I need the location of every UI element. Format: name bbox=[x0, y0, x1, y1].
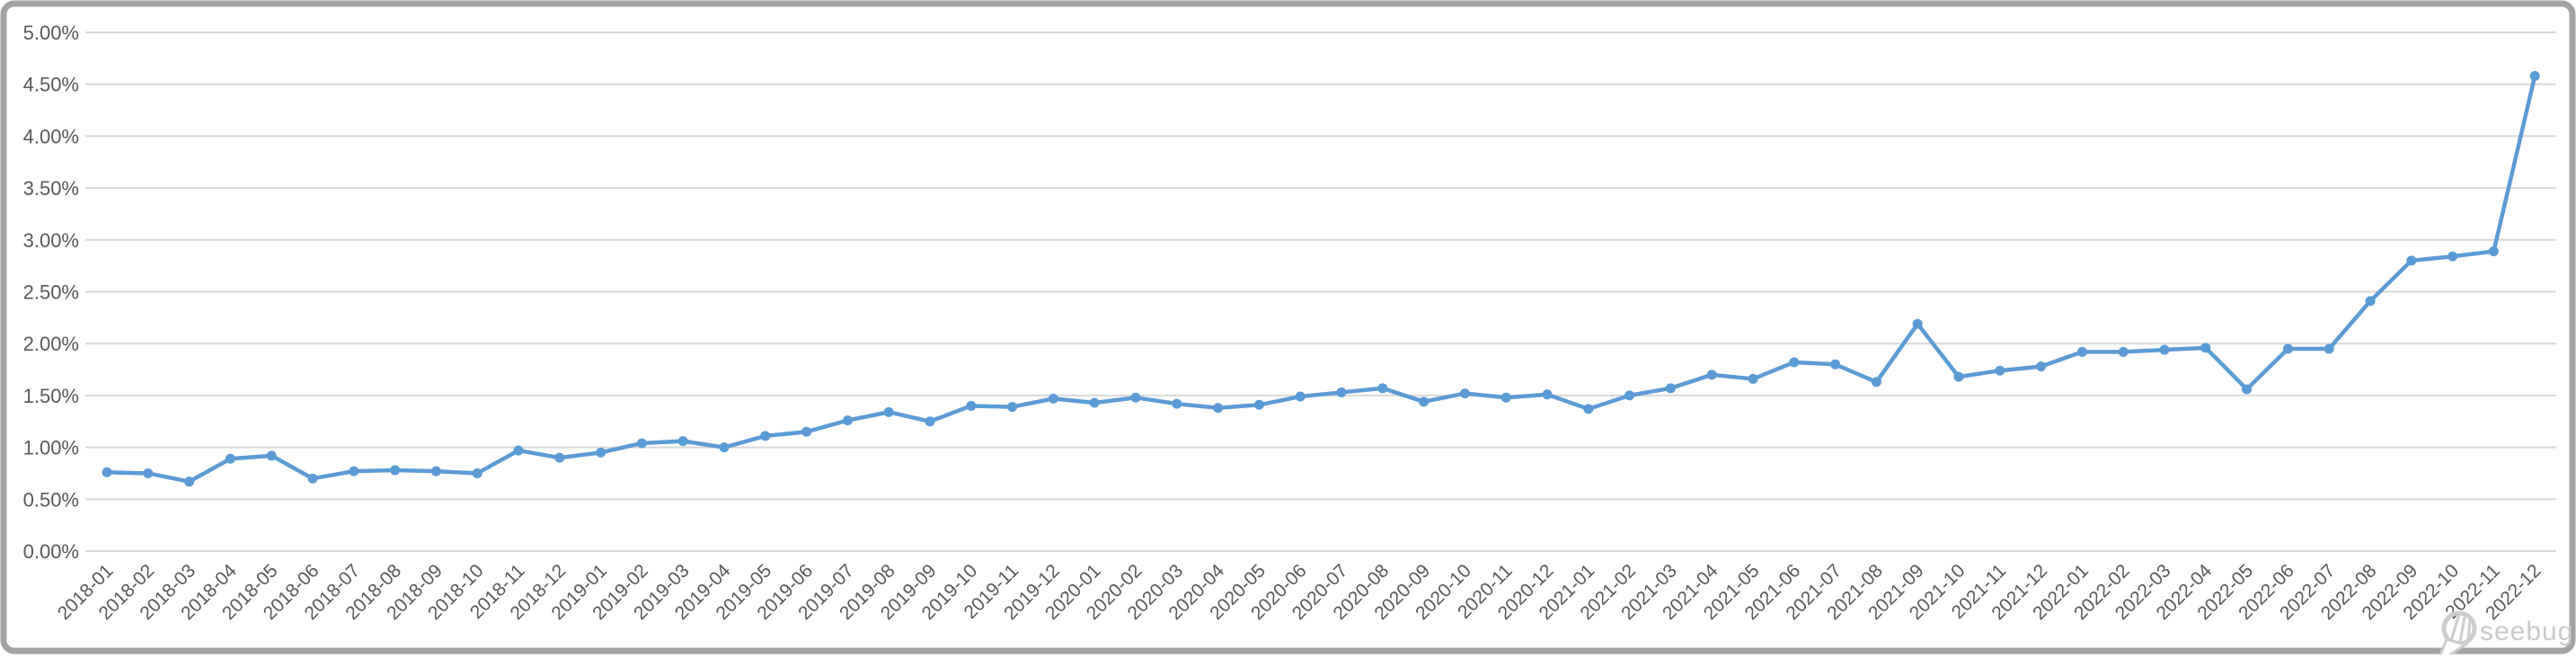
seebug-watermark: seebug bbox=[2437, 610, 2573, 659]
data-point bbox=[1172, 398, 1182, 409]
data-point bbox=[2406, 255, 2417, 266]
data-point bbox=[225, 453, 235, 464]
y-axis-labels: 0.00% 0.50% 1.00% 1.50% 2.00% 2.50% 3.00% 3.50%… bbox=[23, 22, 79, 563]
data-point bbox=[596, 447, 606, 458]
y-tick-label: 0.50% bbox=[23, 488, 79, 511]
data-point bbox=[760, 431, 771, 441]
y-tick-label: 3.00% bbox=[23, 229, 79, 252]
data-point bbox=[102, 467, 112, 477]
data-point bbox=[1419, 396, 1430, 407]
data-point bbox=[1871, 377, 1881, 387]
data-point bbox=[266, 450, 277, 461]
data-point bbox=[2036, 361, 2047, 372]
data-point bbox=[472, 468, 482, 478]
data-point bbox=[1048, 393, 1058, 404]
seebug-logo-segments bbox=[2449, 613, 2472, 643]
data-point bbox=[349, 466, 359, 476]
data-point bbox=[2242, 384, 2253, 395]
data-point bbox=[1089, 397, 1100, 408]
data-point bbox=[1624, 390, 1635, 401]
data-point bbox=[2282, 343, 2293, 354]
y-tick-label: 2.50% bbox=[23, 281, 79, 304]
data-point bbox=[1253, 399, 1264, 410]
data-point bbox=[1912, 318, 1923, 329]
data-point bbox=[1459, 388, 1470, 399]
data-point bbox=[636, 438, 647, 449]
data-point bbox=[2200, 343, 2211, 353]
data-series bbox=[102, 70, 2540, 487]
data-point bbox=[1542, 389, 1553, 400]
data-point bbox=[1706, 370, 1717, 380]
data-point bbox=[184, 476, 195, 487]
gridlines bbox=[85, 31, 2556, 552]
data-point bbox=[1953, 371, 1964, 382]
y-tick-label: 4.50% bbox=[23, 74, 79, 96]
data-point bbox=[2488, 245, 2499, 256]
data-point bbox=[1789, 357, 1800, 368]
data-point bbox=[2448, 251, 2458, 262]
data-point bbox=[143, 468, 154, 478]
watermark-text: seebug bbox=[2480, 617, 2573, 646]
data-point bbox=[966, 400, 977, 411]
data-point bbox=[842, 415, 853, 426]
data-point bbox=[1336, 387, 1347, 397]
data-point bbox=[925, 416, 935, 427]
data-point bbox=[1295, 391, 1306, 402]
data-point bbox=[883, 406, 894, 417]
data-point bbox=[2118, 346, 2129, 357]
data-point bbox=[2365, 296, 2376, 307]
data-point bbox=[1995, 365, 2005, 376]
y-tick-label: 4.00% bbox=[23, 125, 79, 147]
data-point bbox=[801, 426, 812, 437]
data-point bbox=[554, 452, 565, 463]
y-tick-label: 1.00% bbox=[23, 437, 79, 459]
data-point bbox=[1583, 404, 1594, 414]
data-point bbox=[2529, 70, 2540, 81]
data-point bbox=[2159, 344, 2170, 355]
data-point bbox=[307, 473, 318, 484]
data-point bbox=[513, 445, 524, 456]
data-point bbox=[2324, 343, 2334, 354]
data-point bbox=[2076, 346, 2087, 357]
y-tick-label: 3.50% bbox=[23, 177, 79, 200]
data-point bbox=[1665, 383, 1676, 394]
data-point bbox=[1748, 373, 1758, 384]
data-point bbox=[1007, 402, 1018, 413]
data-point bbox=[719, 442, 730, 453]
y-tick-label: 0.00% bbox=[23, 540, 79, 563]
data-point bbox=[1377, 383, 1388, 394]
data-point bbox=[1130, 392, 1141, 403]
y-tick-label: 5.00% bbox=[23, 22, 79, 44]
data-point bbox=[430, 466, 441, 476]
y-tick-label: 2.00% bbox=[23, 333, 79, 355]
y-tick-label: 1.50% bbox=[23, 385, 79, 407]
data-point bbox=[1500, 392, 1511, 403]
data-point bbox=[1830, 359, 1841, 370]
data-point bbox=[1213, 403, 1224, 414]
data-point bbox=[390, 465, 401, 476]
series-line bbox=[104, 74, 2537, 484]
data-point bbox=[677, 436, 688, 447]
